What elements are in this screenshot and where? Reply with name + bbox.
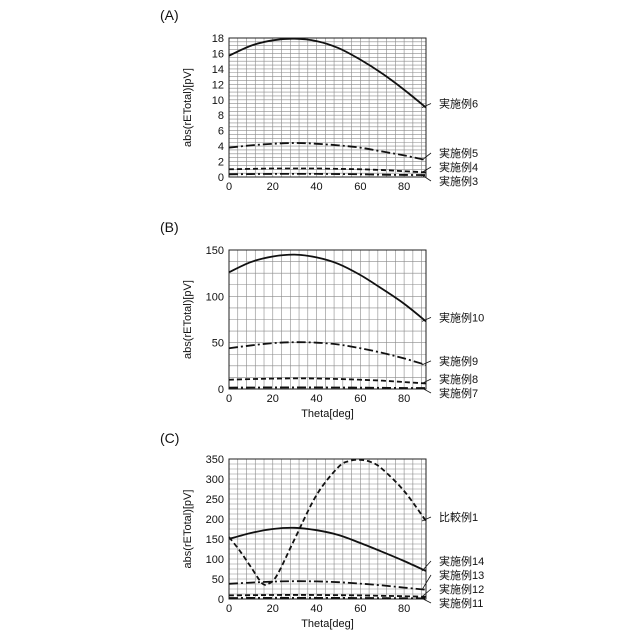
x-tick-label: 20 (267, 393, 279, 405)
series-line (229, 581, 426, 590)
series-line (229, 39, 426, 108)
x-tick-label: 40 (310, 181, 322, 193)
series-line (229, 460, 426, 585)
x-tick-label: 40 (310, 393, 322, 405)
chart-panel-1: (A)020406080024681012141618abs(rETotal)[… (160, 7, 478, 193)
x-tick-label: 0 (226, 393, 232, 405)
x-axis-title: Theta[deg] (301, 408, 354, 420)
panel-label: (C) (160, 430, 179, 446)
chart-panel-2: (B) 0 20 40 60 80 0 50 100 150 abs(rETotal)[pV] The… (160, 219, 484, 420)
y-tick-label: 150 (206, 534, 224, 546)
panel-label: (B) (160, 219, 179, 235)
legend-label: 実施例12 (439, 582, 484, 596)
y-tick-label: 0 (218, 384, 224, 396)
x-tick-label: 80 (398, 393, 410, 405)
grid (229, 250, 426, 389)
legend-label: 実施例5 (439, 146, 478, 160)
x-tick-label: 0 (226, 603, 232, 615)
series-line (229, 598, 426, 599)
legend-label: 実施例9 (439, 354, 478, 368)
series-line (229, 595, 426, 597)
legend-label: 比較例1 (439, 510, 478, 524)
y-tick-label: 0 (218, 172, 224, 184)
x-tick-label: 60 (354, 393, 366, 405)
x-tick-label: 0 (226, 181, 232, 193)
x-tick-label: 20 (267, 603, 279, 615)
y-tick-label: 350 (206, 454, 224, 466)
y-tick-label: 150 (206, 245, 224, 257)
legend-label: 実施例4 (439, 160, 478, 174)
panel-label: (A) (160, 7, 179, 23)
x-tick-label: 60 (354, 181, 366, 193)
y-tick-label: 100 (206, 291, 224, 303)
x-tick-label: 80 (398, 181, 410, 193)
legend-label: 実施例6 (439, 97, 478, 111)
y-tick-label: 4 (218, 141, 224, 153)
legend-label: 実施例3 (439, 174, 478, 188)
legend-label: 実施例8 (439, 372, 478, 386)
series-line (229, 174, 426, 175)
legend-label: 実施例13 (439, 568, 484, 582)
legend-label: 実施例11 (439, 596, 483, 610)
y-tick-label: 16 (212, 48, 224, 60)
y-tick-label: 200 (206, 514, 224, 526)
y-axis-title: abs(rETotal)[pV] (182, 280, 194, 359)
y-axis-title: abs(rETotal)[pV] (182, 68, 194, 147)
y-tick-label: 10 (212, 95, 224, 107)
legend-label: 実施例7 (439, 386, 478, 400)
chart-panel-3: (C) 0 20 40 60 80 0 50 100 150 200 250 300 350 abs(rET… (160, 430, 484, 630)
y-tick-label: 12 (212, 79, 224, 91)
x-tick-label: 60 (354, 603, 366, 615)
series-line (229, 387, 426, 388)
y-tick-label: 100 (206, 554, 224, 566)
y-axis-title: abs(rETotal)[pV] (182, 490, 194, 569)
x-tick-label: 40 (310, 603, 322, 615)
y-tick-label: 50 (212, 338, 224, 350)
series-line (229, 378, 426, 383)
y-tick-label: 300 (206, 474, 224, 486)
x-axis-title: Theta[deg] (301, 618, 354, 630)
y-tick-label: 50 (212, 574, 224, 586)
y-tick-label: 14 (212, 64, 224, 76)
x-tick-label: 20 (267, 181, 279, 193)
legend-label: 実施例14 (439, 554, 484, 568)
y-tick-label: 2 (218, 157, 224, 169)
legend-label: 実施例10 (439, 310, 484, 324)
grid (229, 38, 426, 177)
y-tick-label: 18 (212, 33, 224, 45)
x-tick-label: 80 (398, 603, 410, 615)
series-line (229, 255, 426, 322)
y-tick-label: 6 (218, 126, 224, 138)
y-tick-label: 250 (206, 494, 224, 506)
y-tick-label: 0 (218, 594, 224, 606)
y-tick-label: 8 (218, 110, 224, 122)
series-line (229, 342, 426, 365)
